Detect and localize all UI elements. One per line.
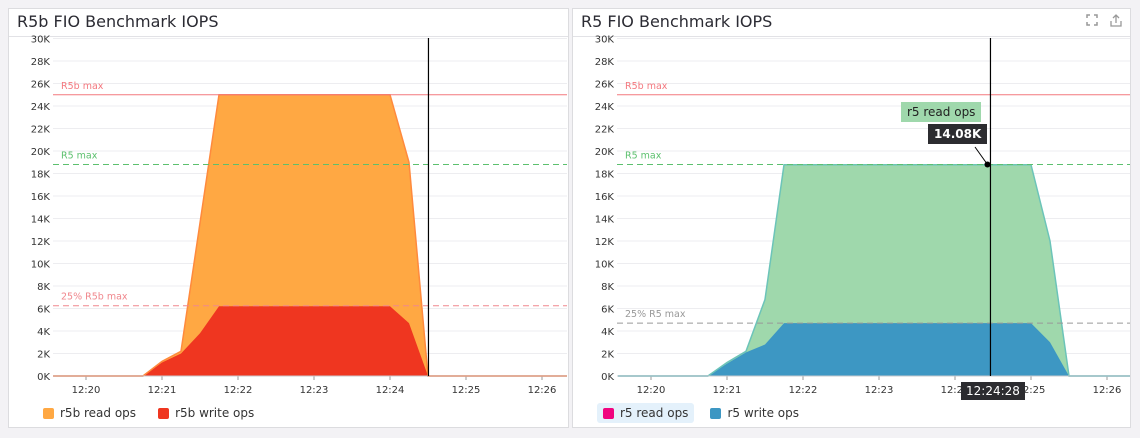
x-tick-label: 12:22 (789, 385, 818, 396)
legend-label: r5b read ops (60, 406, 137, 420)
chart-1: 0K 2K 4K 6K 8K 10K 12K 14K 16K 18K 20K 22K 24K 26K 28K… (595, 35, 1130, 396)
x-tick-label: 12:21 (148, 385, 177, 396)
legend-label: r5 read ops (620, 406, 689, 420)
panel-title: R5b FIO Benchmark IOPS (17, 12, 219, 31)
tooltip-leader (974, 146, 988, 165)
y-tick-label: 10K (595, 260, 615, 271)
legend-swatch (158, 407, 170, 419)
y-tick-label: 26K (31, 80, 51, 91)
legend-label: r5b write ops (175, 406, 255, 420)
y-tick-label: 14K (595, 215, 615, 226)
x-tick-label: 12:22 (224, 385, 253, 396)
x-tick-label: 12:21 (713, 385, 742, 396)
y-tick-label: 16K (595, 192, 615, 203)
marker-label: 25% R5b max (61, 292, 128, 303)
y-tick-label: 18K (31, 170, 51, 181)
y-tick-label: 26K (595, 80, 615, 91)
marker-label: R5 max (625, 151, 662, 162)
y-tick-label: 30K (595, 35, 615, 46)
area-r5-write-ops (618, 323, 1130, 376)
y-tick-label: 8K (601, 282, 614, 293)
panel-title: R5 FIO Benchmark IOPS (581, 12, 773, 31)
y-tick-label: 4K (37, 327, 50, 338)
x-tick-label: 12:26 (528, 385, 557, 396)
tooltip-value: 14.08K (928, 124, 988, 144)
y-tick-label: 14K (31, 215, 51, 226)
chart-0: 0K 2K 4K 6K 8K 10K 12K 14K 16K 18K 20K 22K 24K 26K 28K… (31, 35, 568, 396)
legend: r5b read ops r5b write ops (37, 403, 260, 423)
legend: r5 read ops r5 write ops (597, 403, 805, 423)
tooltip-time: 12:24:28 (961, 382, 1025, 400)
x-tick-label: 12:23 (300, 385, 329, 396)
x-tick-label: 12:25 (1017, 385, 1046, 396)
tooltip-dot (984, 161, 991, 168)
y-tick-label: 8K (37, 282, 50, 293)
y-tick-label: 18K (595, 170, 615, 181)
x-tick-label: 12:25 (452, 385, 481, 396)
divider (9, 36, 568, 37)
legend-swatch (603, 407, 614, 419)
marker-label: 25% R5 max (625, 309, 686, 320)
share-icon[interactable] (1110, 14, 1122, 30)
y-tick-label: 12K (31, 237, 51, 248)
marker-label: R5b max (625, 81, 668, 92)
legend-item-r5-read[interactable]: r5 read ops (597, 403, 695, 423)
marker-label: R5 max (61, 151, 98, 162)
divider (573, 36, 1130, 37)
area-r5-read-ops (618, 164, 1130, 376)
y-tick-label: 12K (595, 237, 615, 248)
expand-icon[interactable] (1086, 14, 1098, 30)
x-tick-label: 12:20 (72, 385, 101, 396)
y-tick-label: 2K (37, 350, 50, 361)
legend-item-r5b-read[interactable]: r5b read ops (37, 403, 142, 423)
y-tick-label: 20K (31, 147, 51, 158)
y-tick-label: 4K (601, 327, 614, 338)
marker-label: R5b max (61, 81, 104, 92)
y-tick-label: 22K (31, 125, 51, 136)
y-tick-label: 20K (595, 147, 615, 158)
line-r5-read-ops (618, 163, 1130, 377)
legend-label: r5 write ops (727, 406, 800, 420)
panel-actions (1086, 14, 1122, 30)
y-tick-label: 24K (31, 102, 51, 113)
x-tick-label: 12:24 (941, 385, 970, 396)
y-tick-label: 6K (601, 305, 614, 316)
x-tick-label: 12:20 (637, 385, 666, 396)
legend-item-r5b-write[interactable]: r5b write ops (152, 403, 260, 423)
y-tick-label: 30K (31, 35, 51, 46)
area-r5b-read-ops (53, 94, 568, 376)
x-tick-label: 12:26 (1093, 385, 1122, 396)
legend-swatch (710, 407, 722, 419)
y-tick-label: 24K (595, 102, 615, 113)
legend-swatch (43, 407, 54, 419)
x-tick-label: 12:23 (865, 385, 894, 396)
y-tick-label: 22K (595, 125, 615, 136)
y-tick-label: 10K (31, 260, 51, 271)
y-tick-label: 6K (37, 305, 50, 316)
y-tick-label: 2K (601, 350, 614, 361)
legend-item-r5-write[interactable]: r5 write ops (704, 403, 805, 423)
x-tick-label: 12:24 (376, 385, 405, 396)
y-tick-label: 28K (595, 57, 615, 68)
tooltip-series-name: r5 read ops (901, 102, 982, 122)
area-r5b-write-ops (53, 306, 568, 376)
y-tick-label: 16K (31, 192, 51, 203)
line-r5b-read-ops (53, 94, 567, 377)
y-tick-label: 0K (37, 372, 50, 383)
y-tick-label: 0K (601, 372, 614, 383)
y-tick-label: 28K (31, 57, 51, 68)
